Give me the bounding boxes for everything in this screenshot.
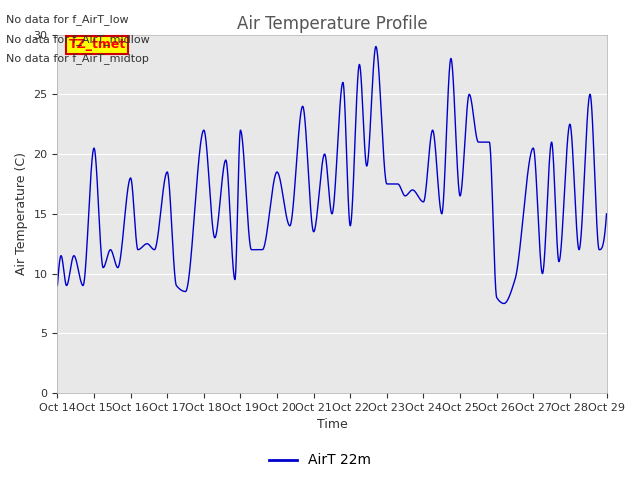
Text: No data for f_AirT_low: No data for f_AirT_low xyxy=(6,14,129,25)
Title: Air Temperature Profile: Air Temperature Profile xyxy=(237,15,428,33)
Legend: AirT 22m: AirT 22m xyxy=(264,448,376,473)
Y-axis label: Air Temperature (C): Air Temperature (C) xyxy=(15,152,28,276)
Text: TZ_tmet: TZ_tmet xyxy=(68,38,125,51)
Text: No data for f_AirT_midlow: No data for f_AirT_midlow xyxy=(6,34,150,45)
X-axis label: Time: Time xyxy=(317,419,348,432)
Text: No data for f_AirT_midtop: No data for f_AirT_midtop xyxy=(6,53,149,64)
